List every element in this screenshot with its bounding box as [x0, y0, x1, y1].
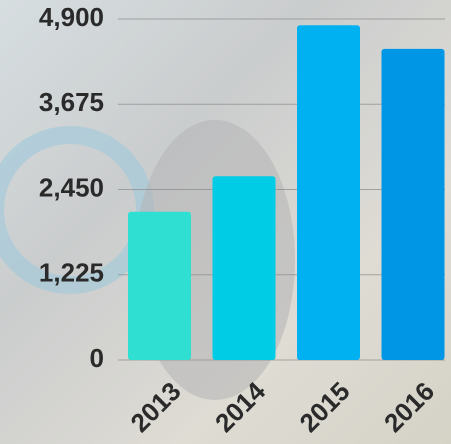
y-tick-label: 1,225 [39, 258, 104, 288]
bar [213, 176, 276, 360]
bar [128, 212, 191, 360]
y-tick-label: 2,450 [39, 172, 104, 202]
bar [382, 49, 445, 360]
bar [297, 25, 360, 360]
chart: 01,2252,4503,6754,9002013201420152016 [0, 0, 451, 444]
y-tick-label: 0 [90, 343, 104, 373]
y-tick-label: 4,900 [39, 2, 104, 32]
y-tick-label: 3,675 [39, 87, 104, 117]
